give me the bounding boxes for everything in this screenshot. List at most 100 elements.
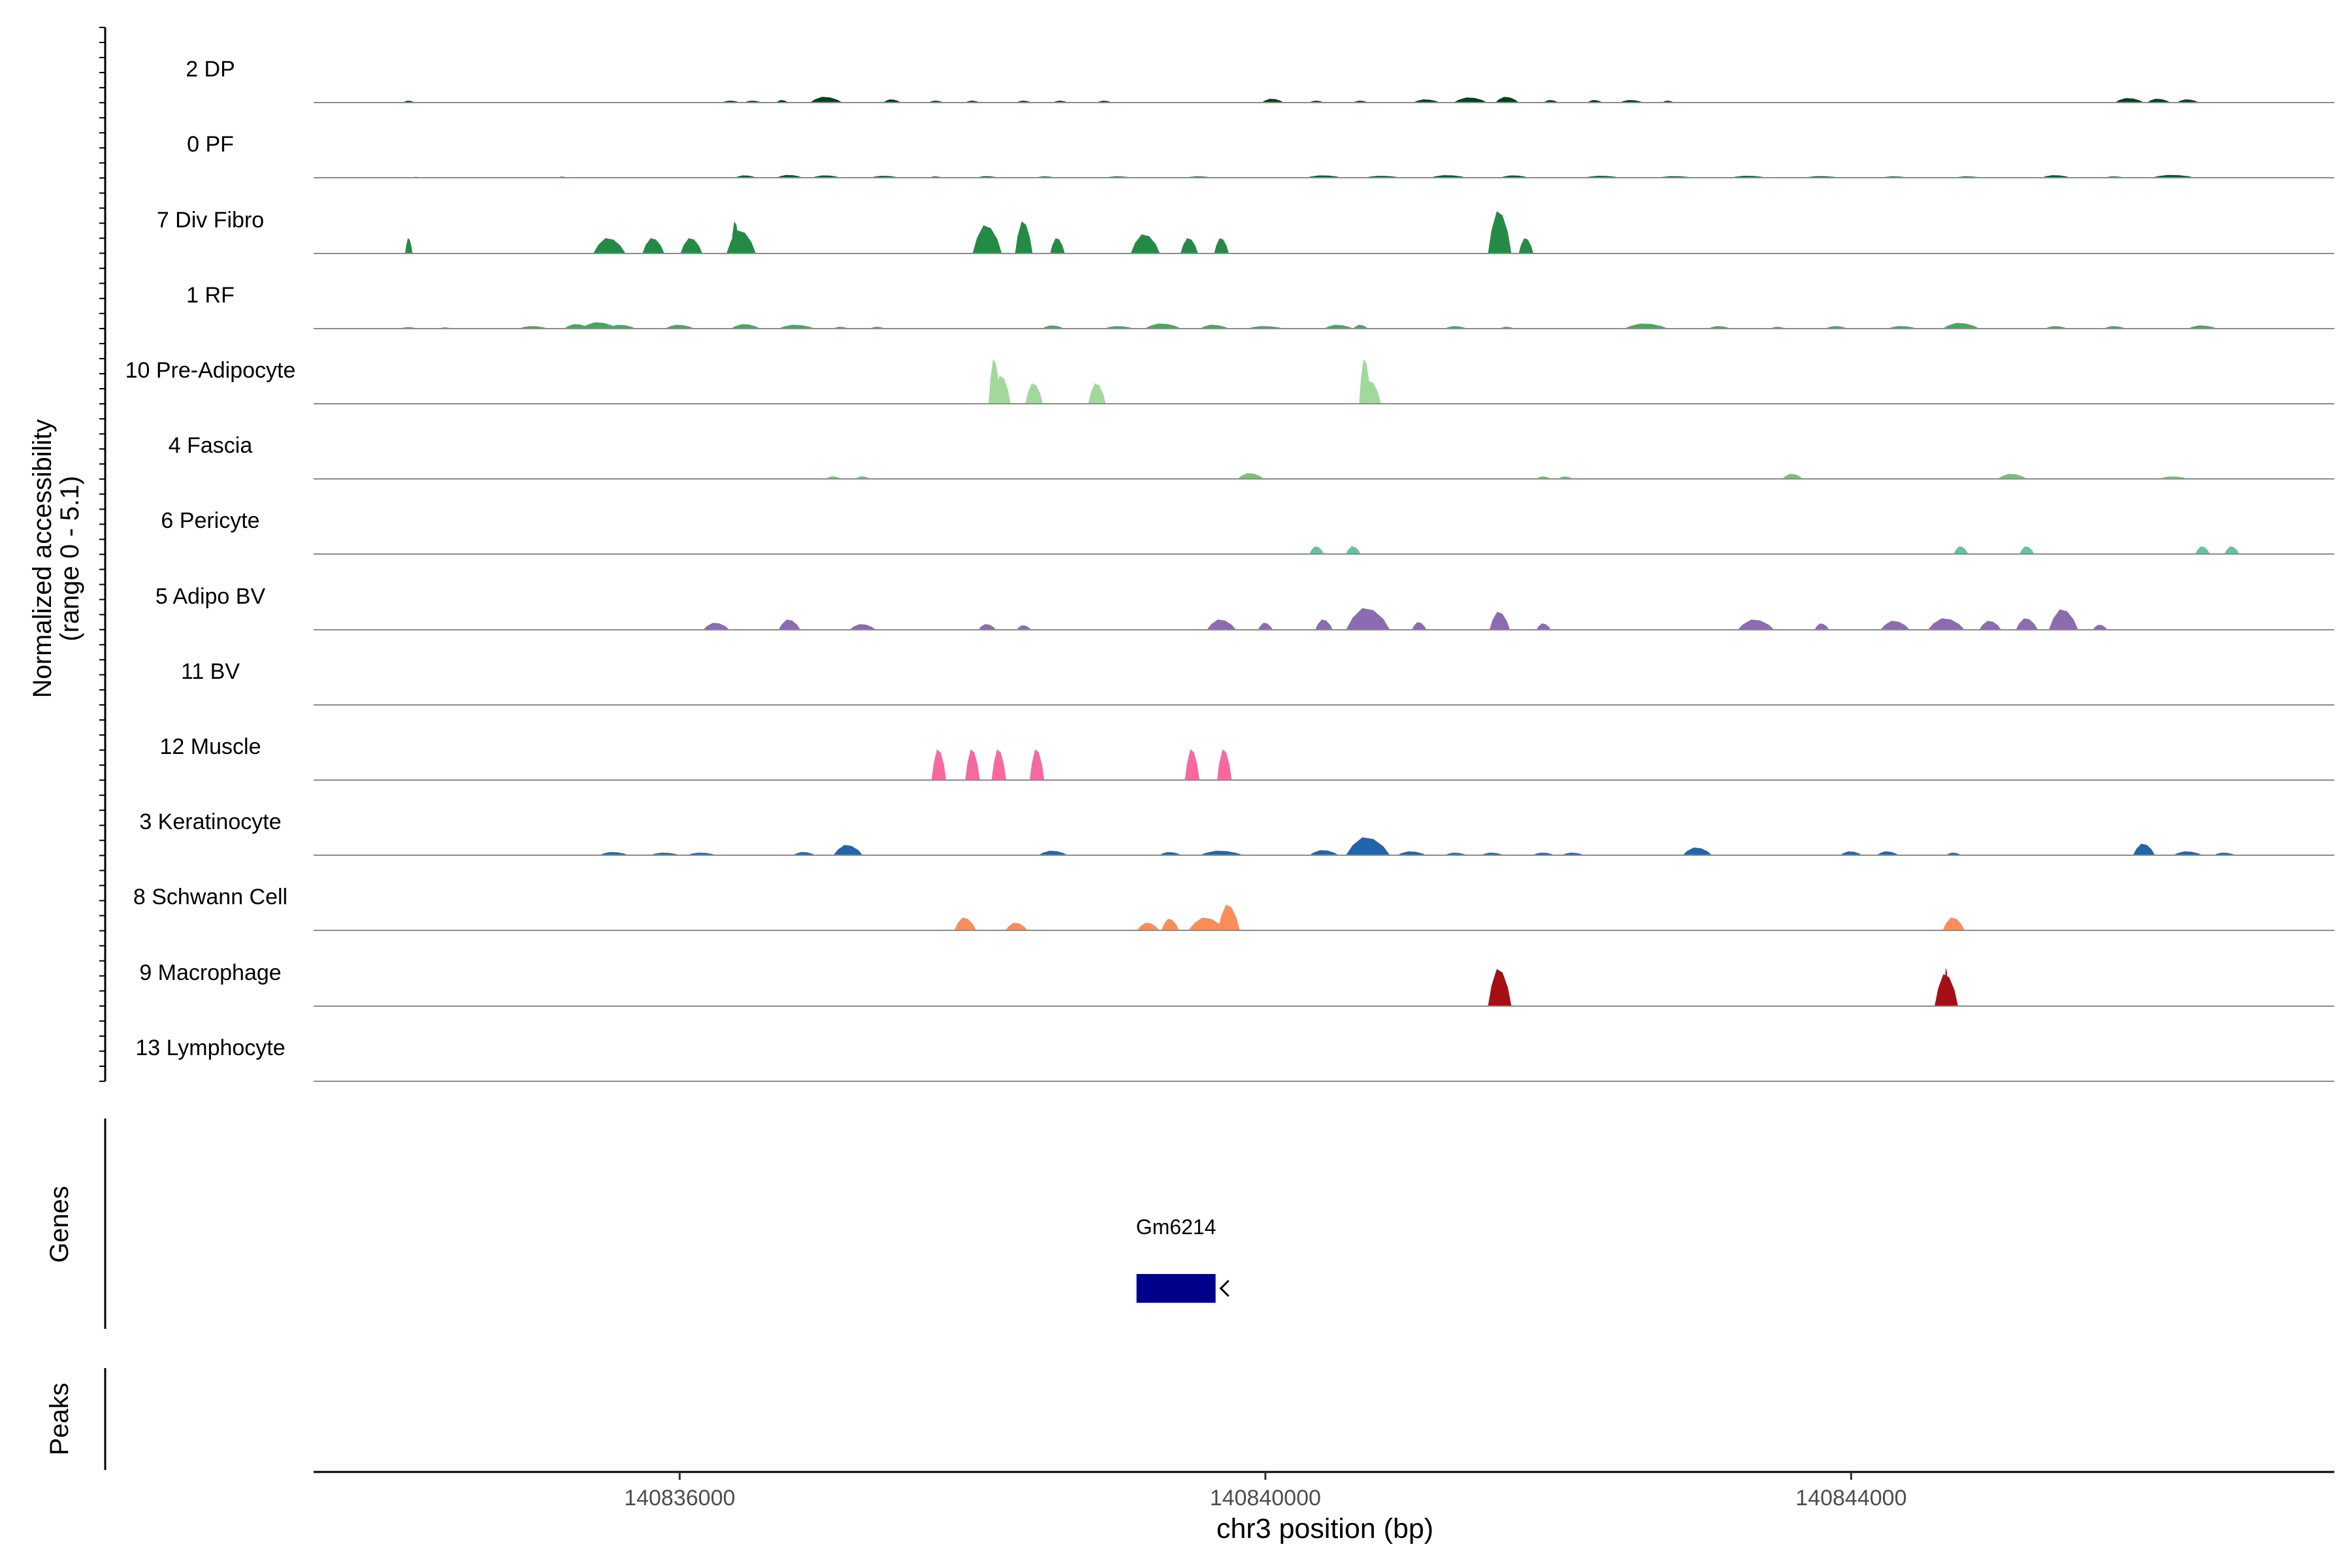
accessibility-peak	[1161, 919, 1179, 930]
track-6: 4 Fascia	[169, 433, 2334, 480]
accessibility-peak	[599, 852, 629, 855]
accessibility-peak	[1397, 851, 1427, 855]
accessibility-peak	[1489, 612, 1511, 630]
accessibility-peak	[2093, 625, 2108, 630]
y-axis-label: Normalized accessibility	[28, 419, 57, 698]
accessibility-peak	[1030, 749, 1045, 780]
track-2: 0 PF	[187, 132, 2334, 178]
accessibility-peak	[833, 845, 863, 855]
accessibility-peak	[1200, 851, 1244, 855]
accessibility-peak	[1005, 923, 1028, 930]
track-label: 13 Lymphocyte	[135, 1036, 285, 1060]
accessibility-peak	[581, 322, 618, 329]
accessibility-peak	[1315, 619, 1333, 630]
accessibility-peak	[1218, 904, 1240, 930]
accessibility-peak	[593, 238, 626, 253]
peaks-panel-label: Peaks	[45, 1382, 74, 1455]
accessibility-peak	[2114, 98, 2144, 103]
accessibility-peak	[1144, 323, 1181, 329]
accessibility-peak	[1309, 850, 1339, 855]
accessibility-peak	[1016, 625, 1032, 630]
x-axis-label: chr3 position (bp)	[1217, 1513, 1433, 1544]
accessibility-peak	[1624, 323, 1669, 329]
track-4: 1 RF	[186, 283, 2334, 329]
accessibility-peak	[1412, 622, 1427, 630]
gene-body	[1136, 1274, 1216, 1303]
track-label: 12 Muscle	[160, 734, 261, 759]
accessibility-peak	[2151, 174, 2196, 178]
accessibility-peak	[776, 174, 803, 178]
track-label: 10 Pre-Adipocyte	[125, 358, 296, 383]
accessibility-peak	[2224, 546, 2240, 554]
accessibility-peak	[1346, 608, 1390, 630]
accessibility-peak	[680, 238, 703, 253]
gene-name-label: Gm6214	[1136, 1215, 1217, 1239]
accessibility-peak	[809, 97, 843, 103]
coverage-tracks: 2 DP 0 PF 7 Div Fibro 1 RF 10 Pre-Adipocyte 4…	[125, 57, 2334, 1082]
track-label: 4 Fascia	[169, 433, 253, 458]
accessibility-peak	[1038, 851, 1068, 855]
accessibility-peak	[778, 619, 801, 630]
gene-track: Gm6214	[1136, 1215, 1230, 1303]
accessibility-peak	[1928, 618, 1965, 630]
accessibility-peak	[2147, 99, 2170, 103]
accessibility-peak	[1237, 473, 1264, 479]
accessibility-peak	[1488, 969, 1512, 1006]
accessibility-peak	[1262, 99, 1284, 103]
accessibility-peak	[1782, 474, 1803, 479]
track-5: 10 Pre-Adipocyte	[125, 358, 2334, 404]
accessibility-peak	[1214, 238, 1229, 253]
accessibility-peak	[972, 225, 1002, 253]
accessibility-peak	[1413, 99, 1440, 103]
accessibility-peak	[793, 852, 815, 855]
x-tick-label: 140836000	[624, 1486, 735, 1511]
accessibility-peak	[2132, 843, 2155, 855]
accessibility-peak	[883, 99, 901, 103]
accessibility-peak	[1942, 323, 1980, 329]
x-tick-label: 140840000	[1210, 1486, 1321, 1511]
accessibility-peak	[606, 325, 636, 329]
track-label: 7 Div Fibro	[157, 208, 264, 233]
track-label: 8 Schwann Cell	[133, 885, 287, 909]
accessibility-peak	[1682, 847, 1712, 855]
accessibility-peak	[2016, 618, 2038, 630]
accessibility-peak	[1453, 97, 1488, 103]
accessibility-peak	[849, 624, 876, 630]
accessibility-peak	[1942, 917, 1965, 930]
track-label: 11 BV	[181, 659, 240, 684]
track-1: 2 DP	[186, 57, 2334, 103]
x-axis: 140836000 140840000 140844000	[624, 1472, 1906, 1511]
accessibility-peak	[1353, 325, 1368, 329]
accessibility-peak	[1309, 546, 1324, 554]
track-3: 7 Div Fibro	[157, 208, 2334, 254]
accessibility-peak	[1536, 623, 1551, 630]
accessibility-peak	[1840, 851, 1863, 855]
accessibility-peak	[1880, 621, 1910, 630]
track-label: 3 Keratinocyte	[139, 809, 281, 834]
track-label: 1 RF	[186, 283, 235, 308]
accessibility-peak	[2195, 546, 2210, 554]
accessibility-peak	[730, 324, 760, 329]
track-label: 2 DP	[186, 57, 235, 82]
accessibility-peak	[1495, 97, 1519, 103]
accessibility-peak	[1814, 623, 1829, 630]
accessibility-peak	[931, 749, 947, 780]
track-13: 9 Macrophage	[139, 960, 2334, 1007]
accessibility-peak	[1050, 238, 1065, 253]
accessibility-peak	[1979, 621, 2002, 630]
accessibility-peak	[1737, 619, 1774, 630]
accessibility-peak	[1088, 383, 1106, 404]
accessibility-peak	[2187, 325, 2217, 329]
accessibility-peak	[1188, 917, 1226, 930]
accessibility-peak	[991, 749, 1007, 780]
track-label: 9 Macrophage	[139, 960, 281, 985]
y-axis-range-label: (range 0 - 5.1)	[56, 476, 84, 641]
accessibility-peak	[993, 375, 1011, 404]
accessibility-peak	[1207, 619, 1236, 630]
accessibility-peak	[2177, 99, 2199, 103]
accessibility-peak	[1360, 380, 1381, 404]
accessibility-peak	[1876, 851, 1899, 855]
accessibility-peak	[1518, 238, 1533, 253]
track-8: 5 Adipo BV	[155, 584, 2334, 630]
